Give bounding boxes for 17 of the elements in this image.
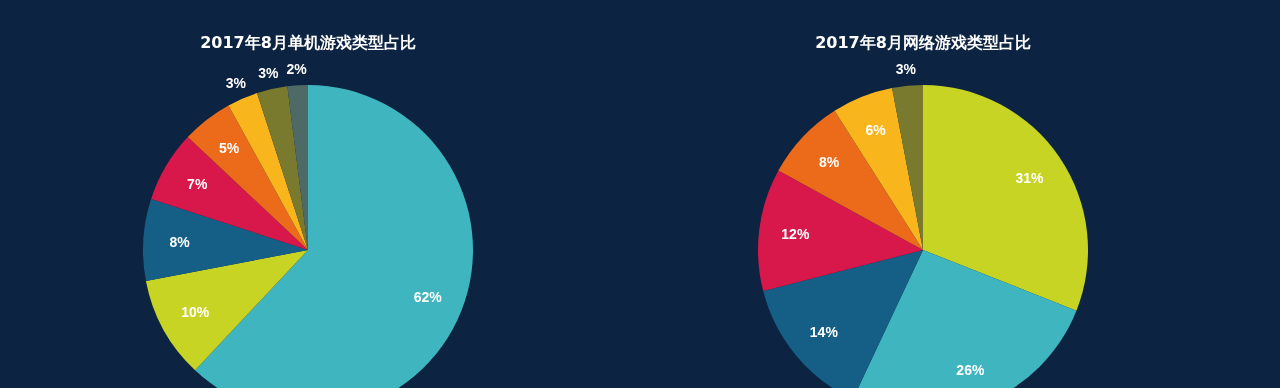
- data-label: 7%: [187, 176, 208, 193]
- data-label: 5%: [219, 140, 240, 157]
- data-label: 2%: [286, 60, 308, 77]
- chart-title: 2017年8月网络游戏类型占比: [815, 33, 1031, 52]
- data-label: 26%: [956, 361, 985, 378]
- data-label: 14%: [809, 323, 839, 340]
- data-label: 3%: [225, 75, 247, 92]
- data-label: 12%: [781, 225, 810, 242]
- data-label: 3%: [258, 64, 280, 81]
- data-label: 8%: [819, 153, 840, 170]
- data-label: 8%: [169, 233, 191, 250]
- data-label: 6%: [865, 122, 887, 139]
- data-label: 3%: [895, 61, 917, 78]
- data-label: 31%: [1015, 169, 1044, 186]
- data-label: 10%: [181, 303, 210, 320]
- chart-title: 2017年8月单机游戏类型占比: [200, 33, 416, 52]
- data-label: 62%: [413, 289, 443, 306]
